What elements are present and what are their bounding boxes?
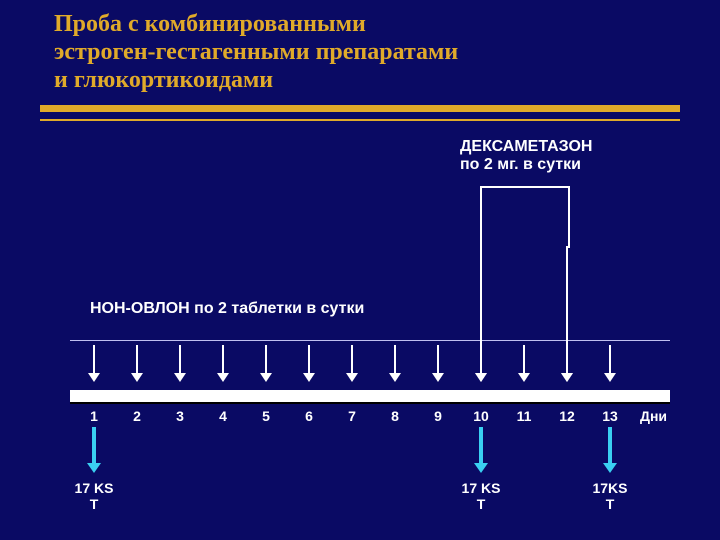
timeline-separator: [70, 340, 670, 341]
axis-caption: Дни: [640, 408, 667, 424]
dexa-line-1: ДЕКСАМЕТАЗОН: [460, 138, 592, 156]
timeline-band: [70, 390, 670, 402]
day-label: 9: [434, 408, 442, 424]
day-arrow: [308, 345, 310, 373]
slide-title: Проба с комбинированными эстроген-гестаг…: [54, 10, 458, 94]
dexamethasone-label: ДЕКСАМЕТАЗОН по 2 мг. в сутки: [460, 138, 592, 174]
dex-bracket: [480, 186, 570, 248]
day-arrow: [437, 345, 439, 373]
day-arrow: [179, 345, 181, 373]
dexa-line-2: по 2 мг. в сутки: [460, 156, 592, 174]
dex-arrow: [480, 246, 482, 373]
day-label: 11: [517, 408, 532, 424]
measurement-arrow: [608, 427, 612, 463]
day-arrow: [222, 345, 224, 373]
measurement-arrow: [92, 427, 96, 463]
day-arrow: [523, 345, 525, 373]
measurement-label: 17KS Т: [592, 480, 627, 512]
day-arrow: [93, 345, 95, 373]
day-arrow: [265, 345, 267, 373]
non-ovlon-label: НОН-ОВЛОН по 2 таблетки в сутки: [90, 300, 364, 318]
day-label: 8: [391, 408, 399, 424]
measurement-label: 17 KS Т: [75, 480, 114, 512]
day-arrow: [136, 345, 138, 373]
title-line-3: и глюкортикоидами: [54, 66, 458, 94]
day-arrow: [351, 345, 353, 373]
day-label: 12: [559, 408, 575, 424]
title-line-2: эстроген-гестагенными препаратами: [54, 38, 458, 66]
day-label: 5: [262, 408, 270, 424]
day-label: 4: [219, 408, 227, 424]
day-label: 10: [473, 408, 489, 424]
title-line-1: Проба с комбинированными: [54, 10, 458, 38]
title-rule-thin: [40, 119, 680, 121]
day-arrow: [394, 345, 396, 373]
measurement-arrow: [479, 427, 483, 463]
day-label: 3: [176, 408, 184, 424]
day-arrow: [609, 345, 611, 373]
day-label: 2: [133, 408, 141, 424]
day-label: 13: [602, 408, 618, 424]
day-label: 6: [305, 408, 313, 424]
day-label: 7: [348, 408, 356, 424]
measurement-label: 17 KS Т: [462, 480, 501, 512]
title-rule-thick: [40, 105, 680, 112]
dex-arrow: [566, 246, 568, 373]
day-label: 1: [90, 408, 98, 424]
